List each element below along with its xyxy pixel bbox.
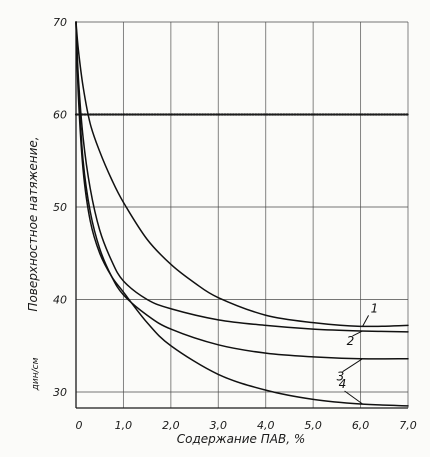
x-tick-label: 3,0 xyxy=(210,419,228,432)
curve-2 xyxy=(75,21,409,333)
x-tick-label: 6,0 xyxy=(352,419,370,432)
x-tick-label: 7,0 xyxy=(399,419,417,432)
curve-label-leader xyxy=(344,390,363,405)
y-axis-unit: дин/см xyxy=(31,357,41,391)
curve-label-leader xyxy=(352,330,363,337)
tick-labels: 0 1,0 2,0 3,0 4,0 5,0 6,0 7,0 30 40 50 60 70 xyxy=(53,16,417,432)
curve-label-1: 1 xyxy=(371,301,379,315)
y-axis-label: Поверхностное натяжение, xyxy=(26,136,40,311)
curve-label-leader xyxy=(362,315,370,327)
x-tick-label: 0 xyxy=(76,419,83,432)
x-tick-label: 2,0 xyxy=(162,419,180,432)
curve-4 xyxy=(75,21,409,407)
curve-label-4: 4 xyxy=(339,377,347,391)
y-tick-label: 70 xyxy=(53,16,67,29)
series-group: 1 2 34 xyxy=(75,21,409,407)
grid xyxy=(76,21,409,408)
y-tick-label: 50 xyxy=(53,201,67,214)
y-tick-label: 60 xyxy=(53,109,67,122)
y-tick-label: 40 xyxy=(53,294,67,307)
x-tick-label: 5,0 xyxy=(304,419,322,432)
x-tick-label: 1,0 xyxy=(115,419,133,432)
plot-frame xyxy=(75,22,408,409)
y-tick-label: 30 xyxy=(53,386,67,399)
curve-label-leader xyxy=(342,358,363,373)
curve-label-3: 3 xyxy=(337,370,345,384)
curve-1 xyxy=(75,21,409,328)
curve-label-2: 2 xyxy=(347,334,355,348)
x-tick-label: 4,0 xyxy=(257,419,275,432)
x-axis-label: Содержание ПАВ, % xyxy=(177,432,306,446)
